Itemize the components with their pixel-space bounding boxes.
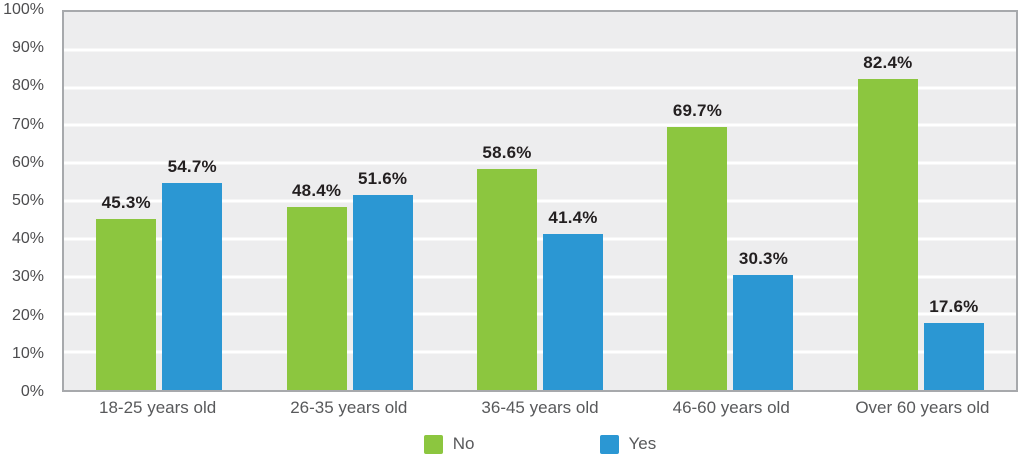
x-axis: 18-25 years old 26-35 years old 36-45 year… — [62, 398, 1018, 418]
bar-value-label: 45.3% — [101, 192, 151, 212]
bar-value-label: 69.7% — [672, 100, 723, 120]
bar-no: 69.7% — [667, 101, 728, 390]
gridline — [64, 312, 1016, 316]
x-category-label: Over 60 years old — [855, 398, 990, 417]
bar-value-label: 41.4% — [548, 207, 598, 227]
gridline — [64, 123, 1016, 127]
bar-no: 82.4% — [857, 53, 918, 390]
bar-yes: 54.7% — [162, 157, 223, 390]
x-category-label: 46-60 years old — [672, 398, 790, 417]
y-axis: 0% 10% 20% 30% 40% 50% 60% 70% 80% 90% 100% — [0, 1, 54, 400]
gridline — [64, 350, 1016, 354]
x-category-label: 36-45 years old — [481, 398, 599, 417]
bar-clusters: 45.3% 54.7% 48.4% 51.6% 58.6% 41.4% 69.7% 30.3%… — [64, 12, 1016, 390]
bar-value-label: 30.3% — [738, 249, 789, 269]
bar-value-label: 54.7% — [167, 157, 217, 177]
bar-yes: 17.6% — [923, 297, 984, 390]
legend: No Yes — [62, 434, 1018, 454]
bar-yes: 51.6% — [352, 169, 413, 390]
y-tick-label: 20% — [11, 306, 44, 324]
bar-value-label: 17.6% — [929, 297, 979, 317]
y-tick-label: 60% — [11, 153, 44, 171]
y-tick-label: 100% — [3, 1, 44, 18]
legend-item-no: No — [423, 434, 475, 454]
gridline — [64, 275, 1016, 279]
bar-cluster: 69.7% 30.3% — [635, 12, 825, 390]
bar-no: 45.3% — [96, 193, 157, 390]
y-tick-label: 50% — [11, 192, 44, 209]
bar-cluster: 82.4% 17.6% — [826, 12, 1016, 390]
legend-swatch-no — [423, 434, 443, 454]
gridline — [64, 86, 1016, 90]
x-category-label: 18-25 years old — [99, 398, 217, 417]
x-category-label: 26-35 years old — [290, 398, 408, 417]
bar-value-label: 58.6% — [482, 142, 532, 162]
gridline — [64, 199, 1016, 203]
plot-area: 45.3% 54.7% 48.4% 51.6% 58.6% 41.4% 69.7% 30.3%… — [62, 10, 1018, 392]
y-tick-label: 40% — [11, 230, 44, 248]
legend-label: Yes — [628, 434, 657, 453]
gridline — [64, 48, 1016, 52]
bar-value-label: 51.6% — [358, 168, 408, 188]
legend-item-yes: Yes — [599, 434, 657, 454]
y-tick-label: 0% — [20, 383, 44, 400]
bar-cluster: 58.6% 41.4% — [445, 12, 635, 390]
legend-label: No — [452, 434, 475, 453]
y-tick-label: 80% — [11, 77, 44, 95]
gridline — [64, 161, 1016, 165]
bar-value-label: 48.4% — [292, 181, 342, 201]
y-tick-label: 10% — [11, 344, 44, 362]
bar-yes: 30.3% — [733, 249, 794, 390]
gridline — [64, 237, 1016, 241]
y-tick-label: 70% — [11, 115, 44, 133]
y-tick-label: 30% — [11, 268, 44, 286]
bar-no: 58.6% — [477, 143, 538, 390]
y-tick-label: 90% — [11, 39, 44, 57]
bar-value-label: 82.4% — [863, 52, 913, 72]
bar-yes: 41.4% — [543, 208, 604, 390]
bar-no: 48.4% — [286, 181, 347, 390]
bar-cluster: 48.4% 51.6% — [254, 12, 444, 390]
bar-cluster: 45.3% 54.7% — [64, 12, 254, 390]
legend-swatch-yes — [599, 434, 619, 454]
